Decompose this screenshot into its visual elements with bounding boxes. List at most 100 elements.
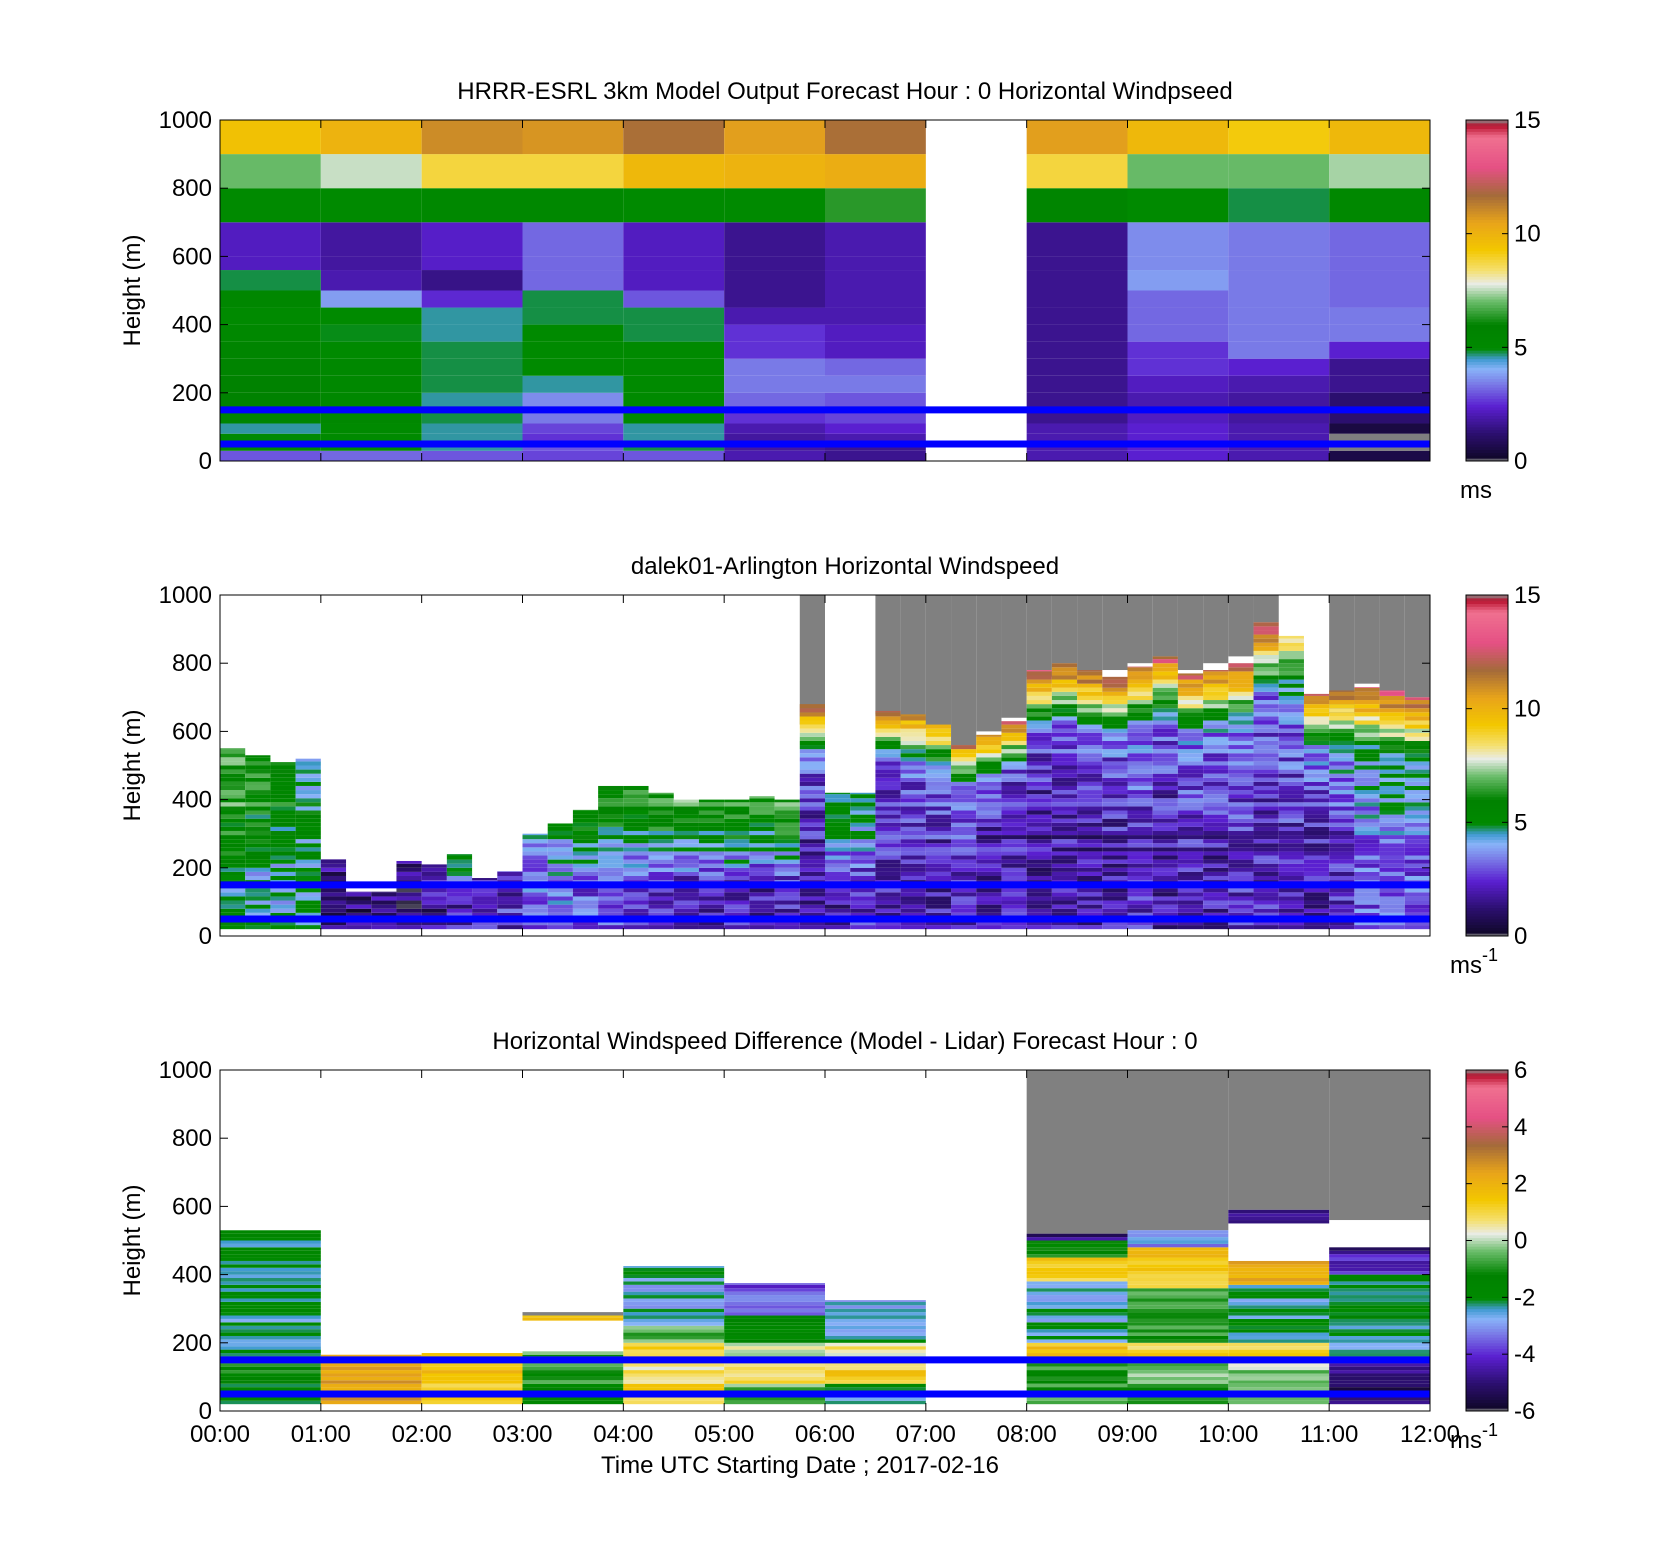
- heatmap-cell: [749, 900, 775, 905]
- heatmap-cell: [1026, 810, 1052, 815]
- heatmap-cell: [825, 307, 926, 325]
- heatmap-cell: [1152, 802, 1178, 807]
- heatmap-cell: [724, 375, 825, 393]
- colorbar-segment: [1466, 287, 1508, 291]
- heatmap-cell: [1228, 892, 1254, 897]
- colorbar-segment: [1466, 176, 1508, 181]
- heatmap-cell: [472, 896, 498, 901]
- heatmap-cell: [598, 843, 624, 848]
- heatmap-cell: [1379, 773, 1405, 778]
- heatmap-cell: [295, 908, 321, 913]
- heatmap-cell: [1177, 892, 1204, 897]
- colorbar-segment: [1466, 1308, 1508, 1313]
- heatmap-cell: [648, 908, 674, 913]
- heatmap-cell: [220, 814, 246, 819]
- heatmap-cell: [522, 859, 548, 864]
- heatmap-cell: [1253, 794, 1279, 799]
- heatmap-cell: [951, 908, 977, 913]
- colorbar-segment: [1466, 131, 1508, 135]
- heatmap-cell: [1354, 740, 1380, 746]
- heatmap-cell: [371, 912, 397, 917]
- heatmap-cell: [1278, 646, 1304, 651]
- heatmap-cell: [1051, 671, 1078, 676]
- colorbar-segment: [1466, 739, 1508, 744]
- heatmap-cell: [598, 875, 624, 881]
- heatmap-cell: [270, 859, 296, 864]
- heatmap-cell: [1077, 908, 1103, 913]
- heatmap-cell: [1102, 859, 1128, 864]
- heatmap-cell: [1203, 757, 1229, 762]
- heatmap-cell: [1379, 761, 1405, 766]
- heatmap-cell: [270, 888, 296, 893]
- heatmap-cell: [648, 839, 674, 844]
- heatmap-cell: [1228, 188, 1330, 223]
- heatmap-cell: [1051, 830, 1078, 836]
- heatmap-cell: [1329, 1376, 1430, 1381]
- heatmap-cell: [1253, 773, 1279, 778]
- heatmap-cell: [673, 875, 699, 881]
- heatmap-cell: [522, 1383, 624, 1388]
- heatmap-cell: [1026, 1376, 1128, 1381]
- heatmap-cell: [1001, 847, 1027, 852]
- heatmap-cell: [522, 855, 548, 860]
- heatmap-cell: [1177, 745, 1204, 750]
- colorbar-segment: [1466, 634, 1508, 639]
- heatmap-cell: [1026, 925, 1052, 930]
- heatmap-cell: [1379, 802, 1405, 807]
- heatmap-cell: [220, 773, 246, 778]
- heatmap-cell: [749, 818, 775, 823]
- heatmap-cell: [799, 908, 825, 913]
- heatmap-cell: [472, 908, 498, 913]
- heatmap-cell: [1127, 1346, 1229, 1350]
- heatmap-cell: [623, 1325, 725, 1330]
- no-data-fill: [1001, 595, 1027, 718]
- heatmap-cell: [598, 814, 624, 819]
- heatmap-cell: [875, 773, 901, 778]
- heatmap-cell: [1203, 704, 1229, 709]
- colorbar-segment: [1466, 151, 1508, 155]
- heatmap-cell: [421, 864, 447, 868]
- heatmap-cell: [1127, 781, 1153, 786]
- heatmap-cell: [673, 839, 699, 844]
- heatmap-cell: [1177, 773, 1204, 778]
- heatmap-cell: [1253, 871, 1279, 876]
- heatmap-cell: [976, 855, 1002, 860]
- colorbar-segment: [1466, 225, 1508, 229]
- heatmap-cell: [472, 904, 498, 909]
- heatmap-cell: [825, 222, 926, 257]
- heatmap-cell: [1026, 769, 1052, 774]
- heatmap-cell: [1127, 1373, 1229, 1377]
- heatmap-cell: [1026, 732, 1052, 737]
- heatmap-cell: [1001, 721, 1027, 725]
- heatmap-cell: [1228, 904, 1254, 909]
- heatmap-cell: [1127, 1247, 1229, 1251]
- heatmap-cell: [623, 835, 649, 840]
- heatmap-cell: [1026, 794, 1052, 799]
- heatmap-cell: [1253, 724, 1279, 729]
- heatmap-cell: [1127, 1240, 1229, 1244]
- heatmap-cell: [1026, 867, 1052, 872]
- heatmap-cell: [1354, 867, 1380, 872]
- heatmap-cell: [1228, 270, 1330, 291]
- colorbar-segment: [1466, 1379, 1508, 1384]
- heatmap-cell: [220, 1264, 321, 1268]
- heatmap-cell: [421, 867, 447, 872]
- heatmap-cell: [1127, 450, 1229, 461]
- heatmap-cell: [799, 830, 825, 836]
- colorbar-segment: [1466, 1382, 1508, 1386]
- heatmap-cell: [623, 875, 649, 881]
- heatmap-cell: [1329, 708, 1355, 713]
- heatmap-cell: [1203, 687, 1229, 692]
- y-tick-label: 800: [172, 1125, 212, 1152]
- heatmap-cell: [1379, 920, 1405, 926]
- heatmap-cell: [1228, 925, 1254, 930]
- heatmap-cell: [1278, 745, 1304, 750]
- heatmap-cell: [1228, 1281, 1330, 1285]
- heatmap-cell: [1404, 736, 1430, 741]
- heatmap-cell: [1203, 732, 1229, 737]
- heatmap-cell: [1026, 1400, 1128, 1405]
- heatmap-cell: [1329, 875, 1355, 881]
- heatmap-cell: [1329, 1342, 1430, 1347]
- heatmap-cell: [825, 1315, 926, 1319]
- heatmap-cell: [1127, 753, 1153, 758]
